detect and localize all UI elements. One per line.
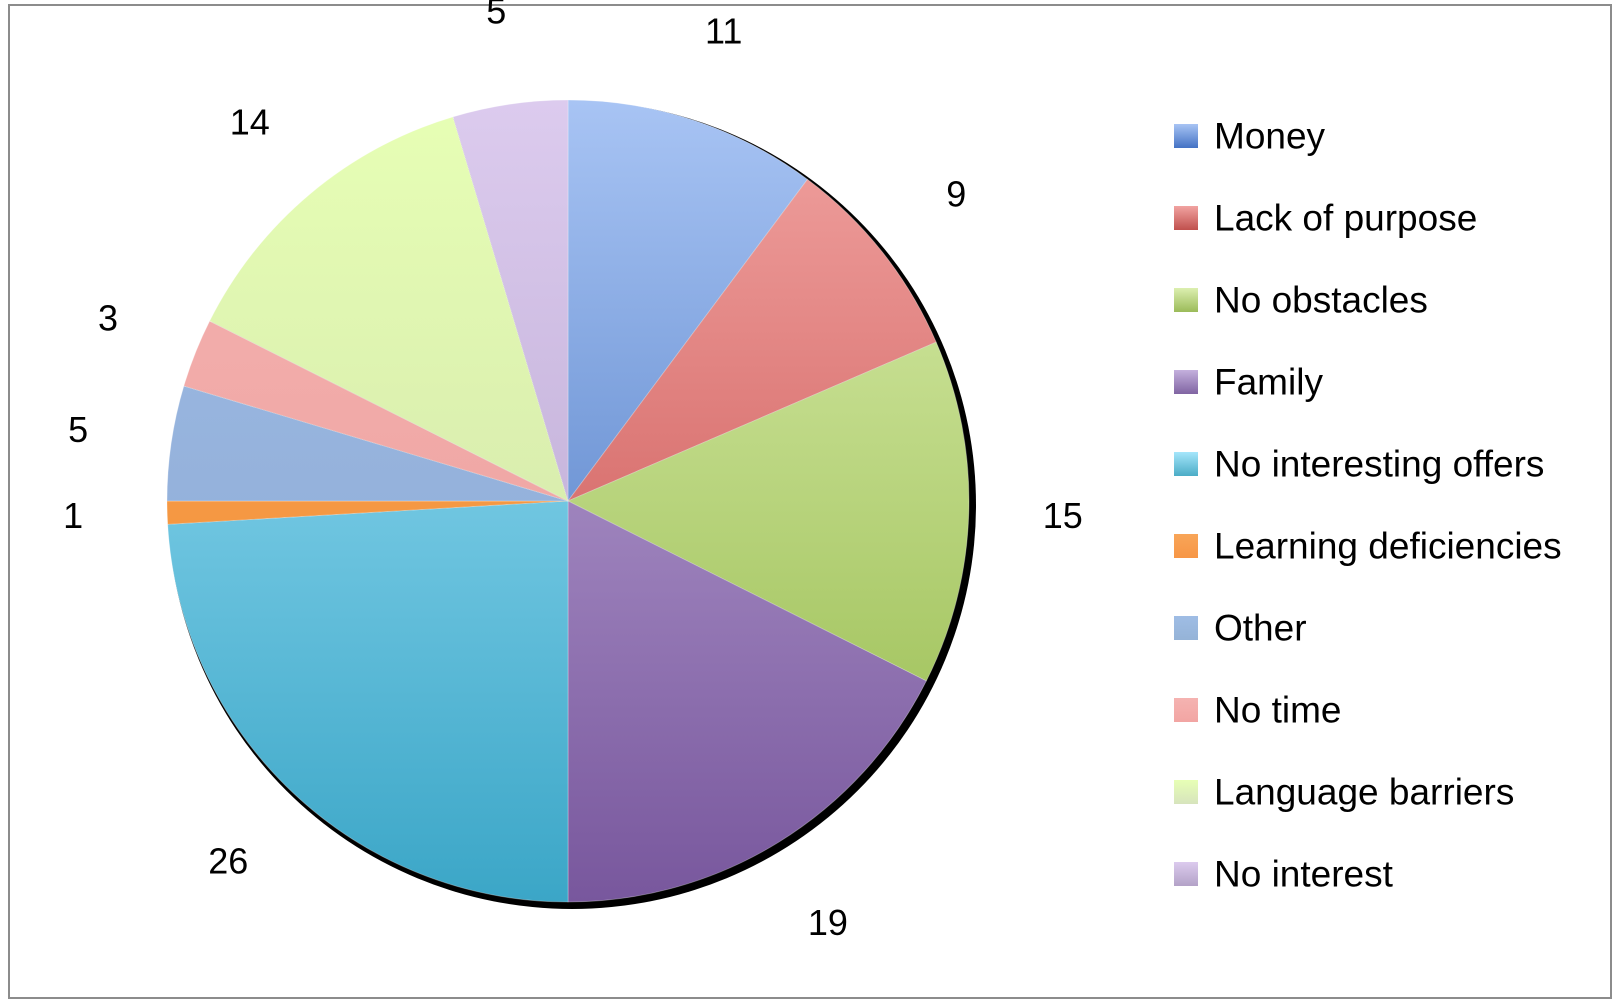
data-label: 9	[946, 174, 966, 215]
legend-label: No time	[1214, 690, 1341, 731]
pie-slice	[567, 341, 970, 682]
legend-label: Money	[1214, 116, 1326, 157]
legend-swatch	[1174, 698, 1198, 722]
legend: Money Lack of purpose No obstacles Family No…	[1174, 116, 1562, 895]
pie-slices	[166, 99, 970, 903]
legend-swatch	[1174, 124, 1198, 148]
legend-swatch	[1174, 370, 1198, 394]
pie-slice	[452, 99, 569, 502]
pie-slice	[567, 500, 927, 903]
legend-label: Other	[1214, 608, 1307, 649]
legend-label: No interesting offers	[1214, 444, 1544, 485]
legend-label: Language barriers	[1214, 772, 1514, 813]
pie-slice	[166, 385, 569, 502]
data-label: 5	[68, 409, 88, 450]
legend-swatch	[1174, 452, 1198, 476]
legend-label: No obstacles	[1214, 280, 1428, 321]
pie-slice	[167, 500, 569, 903]
pie-slice	[566, 178, 937, 502]
data-label: 14	[230, 101, 270, 142]
data-label: 3	[98, 298, 118, 339]
pie-slice	[209, 116, 569, 502]
legend-swatch	[1174, 206, 1198, 230]
pie-slice	[166, 500, 569, 525]
data-label: 19	[808, 902, 848, 943]
legend-label: Lack of purpose	[1214, 198, 1477, 239]
legend-swatch	[1174, 862, 1198, 886]
data-label: 15	[1043, 495, 1083, 536]
data-label: 26	[208, 841, 248, 882]
legend-label: No interest	[1214, 854, 1394, 895]
pie-slice	[183, 320, 569, 502]
data-label: 1	[63, 495, 83, 536]
legend-label: Family	[1214, 362, 1323, 403]
data-label: 11	[705, 11, 742, 52]
data-label: 5	[486, 0, 506, 32]
legend-swatch	[1174, 288, 1198, 312]
legend-label: Learning deficiencies	[1214, 526, 1562, 567]
legend-swatch	[1174, 534, 1198, 558]
pie-slice	[567, 99, 809, 503]
legend-swatch	[1174, 780, 1198, 804]
legend-swatch	[1174, 616, 1198, 640]
